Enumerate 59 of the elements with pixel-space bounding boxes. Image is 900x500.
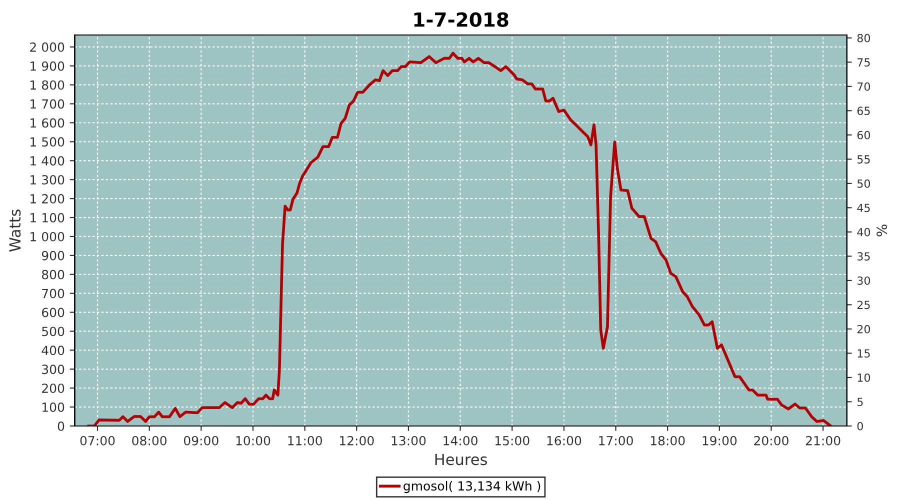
y2-tick-label: 60: [857, 130, 870, 140]
y2-tick-label: 55: [857, 155, 870, 164]
y2-axis-title: %: [876, 224, 888, 236]
y2-tick-label: 40: [857, 228, 870, 236]
y-tick-label: 1 900: [30, 61, 64, 71]
x-tick-label: 17:00: [599, 436, 633, 446]
y-tick-label: 0: [58, 421, 64, 431]
y-tick-label: 1 300: [30, 175, 64, 185]
x-tick-label: 09:00: [184, 436, 218, 446]
y-tick-label: 1 200: [30, 194, 64, 204]
y2-tick-label: 10: [858, 373, 870, 382]
x-tick-label: 15:00: [495, 436, 530, 446]
x-tick-label: 07:00: [80, 436, 115, 446]
y2-tick-label: 50: [857, 179, 870, 188]
y2-tick-label: 20: [857, 324, 870, 334]
x-tick-label: 08:00: [132, 436, 167, 446]
y2-tick-label: 5: [857, 398, 863, 406]
y-tick-label: 1 500: [30, 137, 64, 147]
x-tick-label: 11:00: [288, 436, 322, 446]
x-tick-label: 12:00: [340, 436, 374, 446]
x-tick-label: 10:00: [236, 436, 270, 446]
y-tick-label: 900: [42, 250, 64, 260]
y-tick-label: 700: [42, 288, 64, 298]
y-tick-label: 2 000: [30, 42, 64, 52]
y2-tick-label: 15: [858, 349, 870, 358]
y2-tick-label: 35: [857, 252, 870, 261]
y2-tick-label: 80: [857, 34, 870, 42]
x-tick-label: 20:00: [754, 436, 788, 446]
y2-tick-label: 25: [857, 300, 870, 310]
y-tick-label: 1 800: [30, 80, 64, 90]
y2-tick-label: 65: [857, 106, 870, 116]
x-axis-title: Heures: [435, 454, 487, 466]
x-tick-label: 13:00: [392, 436, 426, 446]
y-tick-label: 400: [42, 346, 64, 356]
y-tick-label: 1 600: [30, 118, 64, 128]
chart-title: 1-7-2018: [414, 12, 508, 27]
y-tick-label: 600: [42, 308, 64, 318]
y-tick-label: 1 400: [30, 156, 64, 166]
y-tick-label: 200: [42, 384, 64, 394]
x-tick-label: 19:00: [702, 436, 737, 446]
y-tick-label: 1 000: [30, 232, 64, 242]
y2-tick-label: 0: [857, 422, 863, 430]
x-tick-label: 16:00: [547, 436, 582, 446]
x-tick-label: 21:00: [806, 436, 840, 446]
y2-tick-label: 70: [858, 82, 870, 91]
legend-label: gmosol( 13,134 kWh ): [404, 480, 540, 494]
y-tick-label: 100: [42, 402, 64, 412]
y-tick-label: 800: [42, 270, 64, 280]
y2-tick-label: 45: [857, 204, 870, 212]
line-series: [87, 52, 832, 426]
y-tick-label: 300: [42, 364, 64, 374]
y-tick-label: 1 100: [30, 212, 64, 222]
y2-tick-label: 75: [858, 58, 870, 67]
y2-tick-label: 30: [857, 276, 870, 285]
x-tick-label: 14:00: [444, 436, 478, 446]
y-axis-title: Watts: [9, 210, 21, 252]
y-tick-label: 1 700: [30, 99, 64, 109]
x-tick-label: 18:00: [650, 436, 685, 446]
y-tick-label: 500: [42, 326, 64, 336]
